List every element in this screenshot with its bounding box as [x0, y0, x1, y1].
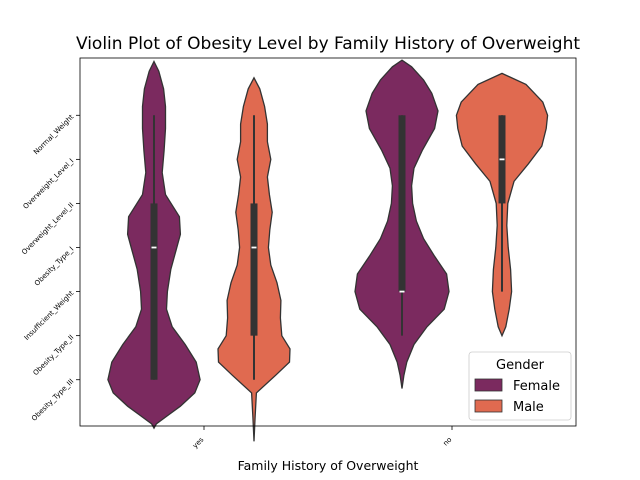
x-tick-label: yes [191, 436, 205, 450]
legend-title: Gender [496, 358, 545, 373]
y-tick-label: Obesity_Type_I [33, 245, 75, 287]
y-tick-label: Obesity_Type_III [30, 377, 75, 422]
y-tick-label: Obesity_Type_II [32, 333, 76, 377]
y-tick-label: Normal_Weight [32, 113, 75, 156]
legend-label-male: Male [513, 400, 544, 415]
chart-title: Violin Plot of Obesity Level by Family H… [76, 34, 580, 54]
legend-label-female: Female [513, 379, 560, 394]
plot-frame [79, 57, 577, 427]
violins-layer [107, 59, 549, 442]
iqr-box-female-no [398, 115, 406, 292]
legend: Gender Female Male [468, 351, 572, 421]
legend-swatch-male [474, 399, 503, 413]
legend-swatch-female [474, 378, 503, 392]
iqr-box-female-yes [150, 203, 158, 380]
x-axis-label: Family History of Overweight [238, 458, 419, 473]
iqr-box-male-yes [250, 203, 258, 336]
x-tick-label: no [442, 436, 454, 448]
